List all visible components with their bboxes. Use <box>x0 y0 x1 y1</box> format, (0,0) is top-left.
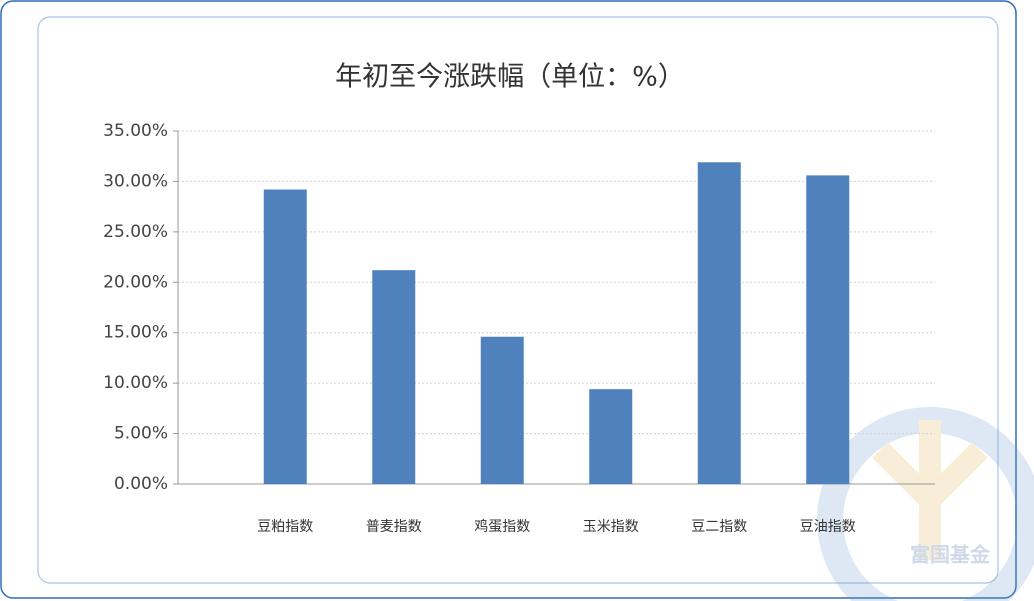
inner-frame <box>37 16 999 584</box>
y-tick-label: 20.00% <box>103 272 168 292</box>
x-tick-label: 豆二指数 <box>691 519 747 535</box>
y-tick-label: 5.00% <box>114 424 168 444</box>
chart-title: 年初至今涨跌幅（单位：%） <box>335 62 685 93</box>
y-tick-label: 25.00% <box>103 222 168 242</box>
bar <box>480 336 524 484</box>
x-tick-label: 豆油指数 <box>800 519 856 535</box>
x-tick-label: 豆粕指数 <box>257 519 313 535</box>
x-tick-label: 玉米指数 <box>583 519 639 535</box>
y-tick-label: 15.00% <box>103 323 168 343</box>
watermark-logo <box>817 407 1034 601</box>
y-tick-label: 35.00% <box>103 121 168 141</box>
y-tick-label: 30.00% <box>103 171 168 191</box>
x-tick-label: 鸡蛋指数 <box>474 518 530 535</box>
bar <box>372 270 416 484</box>
bar <box>697 162 741 484</box>
y-tick-label: 0.00% <box>114 474 168 494</box>
bar <box>589 389 633 484</box>
x-tick-label: 普麦指数 <box>366 519 422 535</box>
bar <box>806 175 850 484</box>
watermark-text: 富国基金 <box>910 543 991 567</box>
bar <box>263 189 307 485</box>
y-tick-label: 10.00% <box>103 373 168 393</box>
